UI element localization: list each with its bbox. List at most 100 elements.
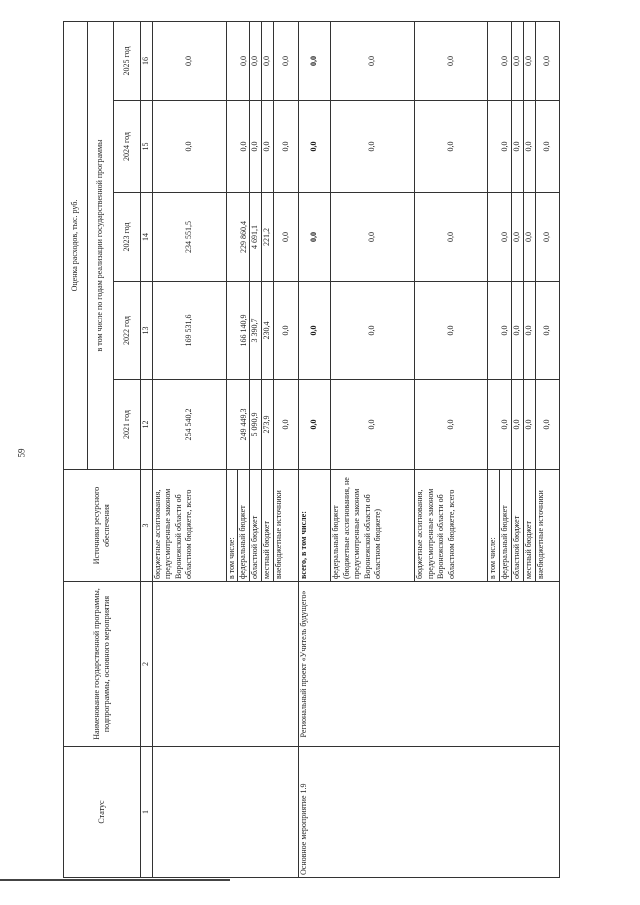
value-cell: 0,0	[511, 100, 523, 193]
value-cell: 273,9	[261, 379, 274, 470]
value-cell: 0,0	[298, 100, 331, 193]
table-row: бюджетные ассигнования, предусмотренные …	[152, 21, 299, 878]
value-cell: 4 691,1	[249, 192, 262, 282]
budget-table-rotated: Статус Наименование государственной прог…	[63, 21, 560, 878]
value-cell-merged: 0,0	[487, 21, 511, 101]
value-cell: 5 090,9	[249, 379, 262, 470]
value-cell: 221,2	[261, 192, 274, 282]
col-number: 13	[140, 281, 152, 380]
source-cell: федеральный бюджет	[237, 469, 250, 582]
value-cell-merged: 0,0	[226, 21, 250, 101]
value-cell-merged: 0,0	[487, 100, 511, 193]
header-estimate: Оценка расходов, тыс. руб.	[63, 21, 88, 470]
value-cell: 0,0	[273, 192, 299, 282]
header-year: 2024 год	[113, 100, 141, 193]
scan-edge-line	[0, 879, 230, 881]
source-cell: в том числе:	[487, 469, 499, 582]
col-number: 14	[140, 192, 152, 282]
value-cell: 0,0	[414, 281, 488, 380]
value-cell-merged: 229 860,4	[226, 192, 250, 282]
value-cell: 0,0	[511, 379, 523, 470]
value-cell-merged: 166 140,9	[226, 281, 250, 380]
value-cell: 0,0	[330, 192, 415, 282]
program-name-cell	[152, 581, 299, 747]
value-cell: 0,0	[249, 21, 262, 101]
value-cell: 0,0	[511, 21, 523, 101]
value-cell: 0,0	[511, 281, 523, 380]
value-cell: 0,0	[152, 21, 226, 101]
value-cell: 0,0	[535, 21, 559, 101]
value-cell: 0,0	[414, 192, 488, 282]
value-cell: 0,0	[330, 21, 415, 101]
header-name: Наименование государственной программы, …	[63, 581, 141, 747]
source-cell: областной бюджет	[249, 469, 262, 582]
value-cell: 0,0	[261, 21, 274, 101]
source-cell: федеральный бюджет	[499, 469, 511, 582]
source-cell: федеральный бюджет (бюджетные ассигнован…	[330, 469, 415, 582]
value-cell: 0,0	[511, 192, 523, 282]
value-cell: 0,0	[523, 281, 535, 380]
value-cell: 0,0	[535, 379, 559, 470]
source-cell: бюджетные ассигнования, предусмотренные …	[414, 469, 488, 582]
header-by-years: в том числе по годам реализации государс…	[87, 21, 114, 470]
status-cell: Основное мероприятие 1.9	[298, 746, 559, 878]
value-cell: 3 390,7	[249, 281, 262, 380]
value-cell: 0,0	[273, 21, 299, 101]
value-cell: 0,0	[273, 281, 299, 380]
header-year: 2023 год	[113, 192, 141, 282]
header-year: 2022 год	[113, 281, 141, 380]
value-cell: 0,0	[414, 21, 488, 101]
source-cell: внебюджетные источники	[535, 469, 559, 582]
value-cell-merged: 249 449,3	[226, 379, 250, 470]
source-cell: в том числе:	[226, 469, 238, 582]
source-cell: бюджетные ассигнования, предусмотренные …	[152, 469, 226, 582]
value-cell: 0,0	[298, 281, 331, 380]
source-cell: местный бюджет	[261, 469, 274, 582]
value-cell: 0,0	[330, 100, 415, 193]
header-status: Статус	[63, 746, 141, 878]
value-cell: 0,0	[523, 21, 535, 101]
value-cell: 0,0	[414, 100, 488, 193]
value-cell: 169 531,6	[152, 281, 226, 380]
status-cell	[152, 746, 299, 878]
source-cell: местный бюджет	[523, 469, 535, 582]
value-cell: 0,0	[152, 100, 226, 193]
value-cell: 0,0	[330, 379, 415, 470]
table-row: Основное мероприятие 1.9 Региональный про…	[298, 21, 559, 878]
value-cell-merged: 0,0	[487, 281, 511, 380]
col-number: 3	[140, 469, 152, 582]
value-cell: 230,4	[261, 281, 274, 380]
value-cell: 0,0	[523, 379, 535, 470]
col-number: 1	[140, 746, 152, 878]
value-cell: 0,0	[298, 379, 331, 470]
budget-table: Статус Наименование государственной прог…	[63, 21, 560, 878]
program-name-cell: Региональный проект «Учитель будущего»	[298, 581, 559, 747]
col-number: 15	[140, 100, 152, 193]
header-year: 2025 год	[113, 21, 141, 101]
value-cell: 0,0	[535, 100, 559, 193]
value-cell: 0,0	[523, 192, 535, 282]
value-cell: 0,0	[535, 192, 559, 282]
col-number: 16	[140, 21, 152, 101]
value-cell-merged: 0,0	[226, 100, 250, 193]
value-cell-merged: 0,0	[487, 192, 511, 282]
value-cell: 0,0	[261, 100, 274, 193]
value-cell: 0,0	[249, 100, 262, 193]
value-cell: 234 551,5	[152, 192, 226, 282]
col-number: 2	[140, 581, 152, 747]
value-cell: 0,0	[414, 379, 488, 470]
header-sources: Источники ресурсного обеспечения	[63, 469, 141, 582]
value-cell: 254 540,2	[152, 379, 226, 470]
value-cell-merged: 0,0	[487, 379, 511, 470]
page-number: 59	[16, 448, 27, 458]
value-cell: 0,0	[523, 100, 535, 193]
value-cell: 0,0	[273, 379, 299, 470]
col-number: 12	[140, 379, 152, 470]
value-cell: 0,0	[298, 192, 331, 282]
source-cell: областной бюджет	[511, 469, 523, 582]
value-cell: 0,0	[298, 21, 331, 101]
source-cell: всего, в том числе:	[298, 469, 331, 582]
value-cell: 0,0	[535, 281, 559, 380]
header-year: 2021 год	[113, 379, 141, 470]
value-cell: 0,0	[330, 281, 415, 380]
